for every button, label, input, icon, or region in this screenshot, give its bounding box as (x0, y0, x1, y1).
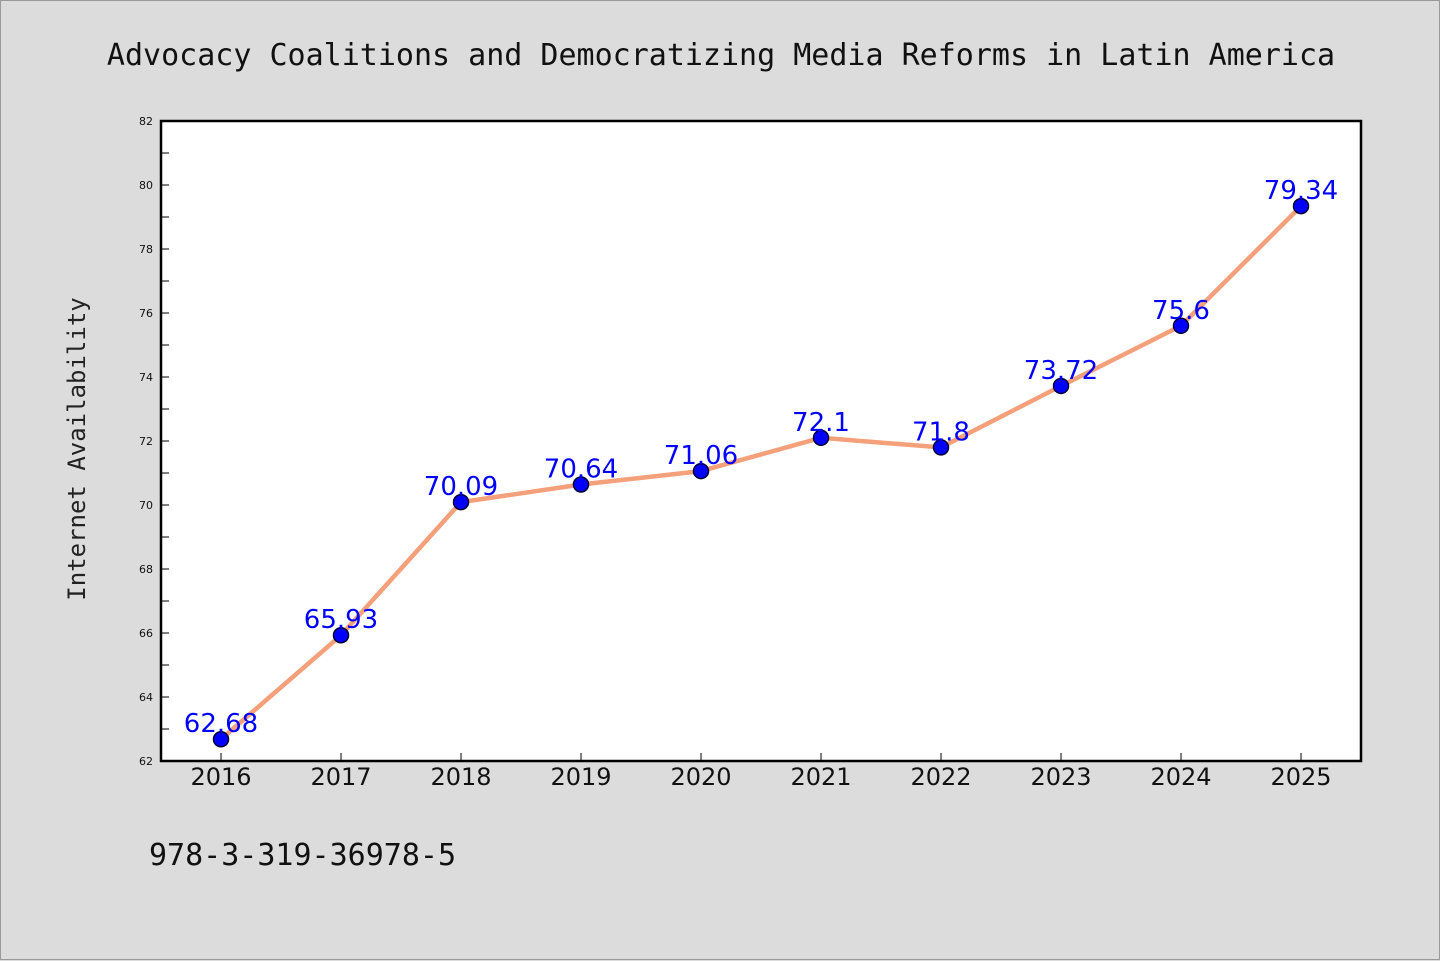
y-tick-label: 66 (139, 627, 153, 640)
isbn-footer: 978-3-319-36978-5 (149, 838, 456, 873)
x-tick-label: 2021 (790, 763, 851, 791)
x-tick-label: 2017 (310, 763, 371, 791)
data-label: 73.72 (1024, 356, 1098, 386)
y-tick-label: 68 (139, 563, 153, 576)
data-label: 71.06 (664, 441, 738, 471)
x-tick-label: 2020 (670, 763, 731, 791)
y-tick-label: 72 (139, 435, 153, 448)
x-tick-label: 2025 (1270, 763, 1331, 791)
chart-title: Advocacy Coalitions and Democratizing Me… (107, 38, 1335, 73)
data-label: 72.1 (792, 408, 850, 438)
data-point (572, 476, 590, 493)
data-point (1172, 317, 1190, 335)
data-label: 75.6 (1152, 296, 1210, 326)
data-label: 65.93 (304, 605, 378, 635)
data-point (332, 626, 350, 644)
x-tick-label: 2016 (190, 763, 251, 791)
x-tick-label: 2024 (1150, 763, 1211, 791)
data-point (932, 439, 950, 456)
y-tick-label: 64 (139, 691, 153, 704)
data-label: 70.64 (544, 455, 618, 485)
data-point (1292, 197, 1310, 215)
data-label: 79.34 (1264, 176, 1338, 206)
data-point (212, 730, 230, 748)
y-tick-label: 76 (139, 307, 153, 320)
x-tick-label: 2023 (1030, 763, 1091, 791)
y-tick-label: 82 (139, 115, 153, 128)
data-point (692, 462, 710, 480)
plot-area (159, 119, 1363, 763)
data-label: 70.09 (424, 472, 498, 502)
y-tick-label: 78 (139, 243, 153, 256)
data-labels: 62.68 65.93 70.09 70.64 71.06 72.1 71.8 73.72 75… (184, 176, 1338, 739)
data-label: 62.68 (184, 709, 258, 739)
x-tick-label: 2022 (910, 763, 971, 791)
y-tick-label: 74 (139, 371, 153, 384)
y-tick-label: 70 (139, 499, 153, 512)
x-tick-label: 2019 (550, 763, 611, 791)
data-points (212, 197, 1310, 748)
x-axis-ticks: 2016 2017 2018 2019 2020 2021 2022 2023 2024 2025 (190, 753, 1332, 791)
x-tick-label: 2018 (430, 763, 491, 791)
series-line-group (219, 204, 1303, 741)
y-axis-label: Internet Availability (63, 297, 91, 600)
data-label: 71.8 (912, 417, 970, 447)
series-line (219, 204, 1303, 741)
y-axis-ticks: 62 64 66 68 70 72 74 76 78 80 82 (139, 115, 169, 768)
y-tick-label: 62 (139, 755, 153, 768)
data-point (1052, 377, 1070, 395)
data-point (452, 493, 470, 511)
data-point (812, 429, 830, 447)
y-tick-label: 80 (139, 179, 153, 192)
